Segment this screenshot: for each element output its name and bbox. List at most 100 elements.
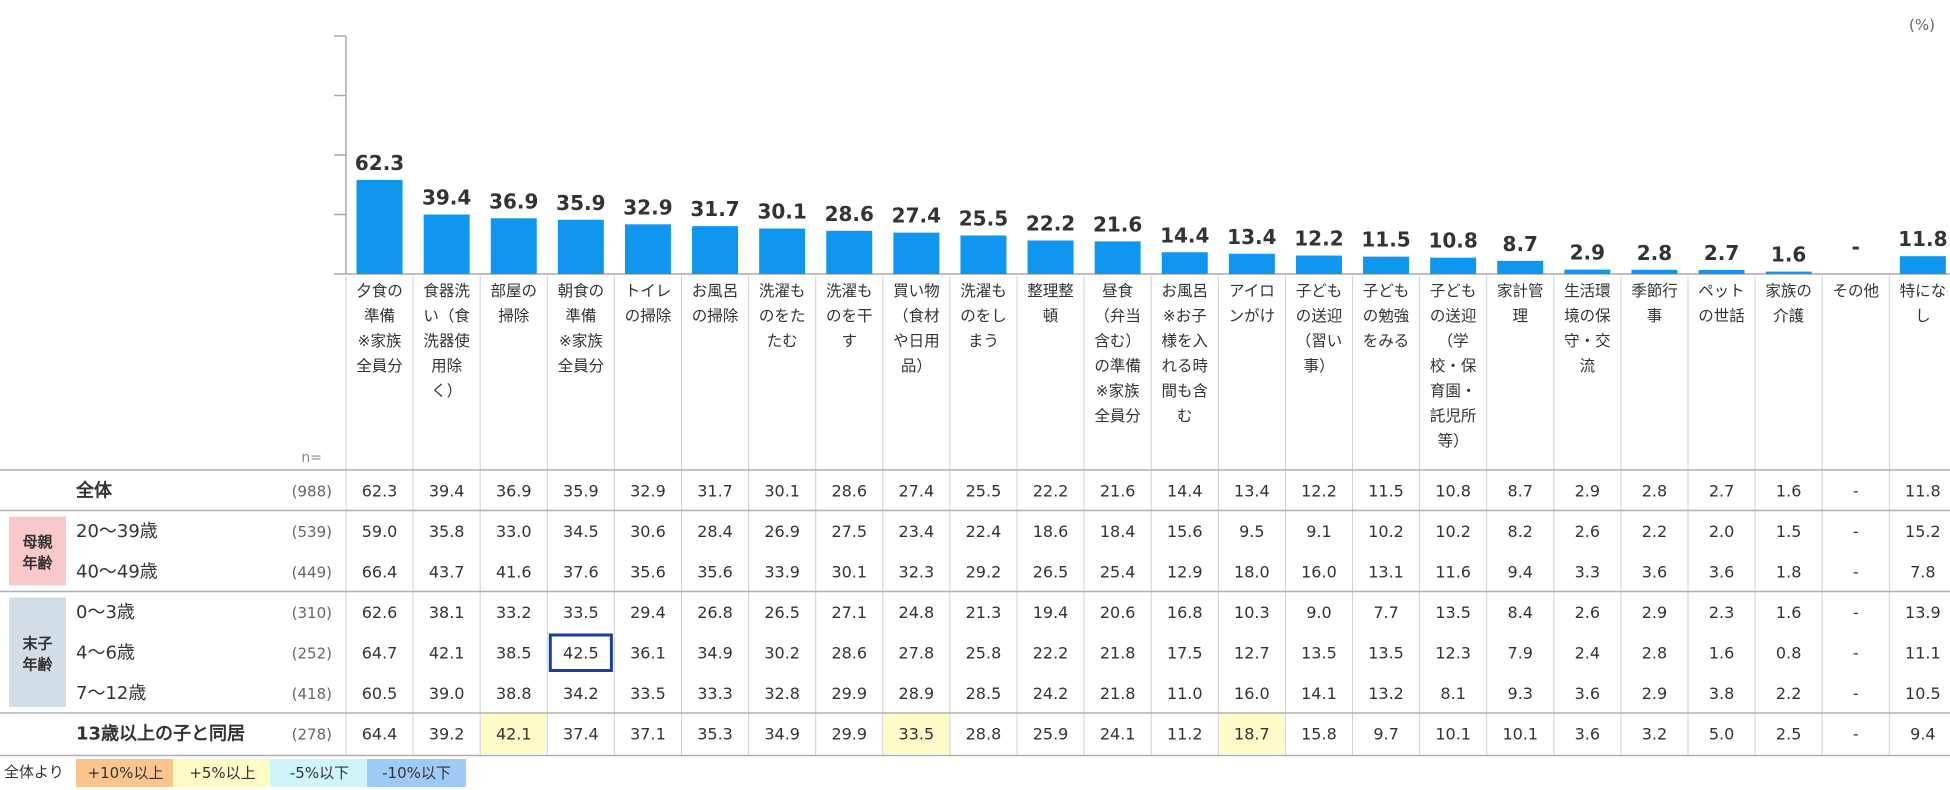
table-cell: 9.7 bbox=[1373, 724, 1398, 743]
table-cell: 21.8 bbox=[1100, 684, 1136, 703]
bar bbox=[1631, 269, 1678, 274]
bar bbox=[692, 226, 739, 274]
legend-label: +10%以上 bbox=[88, 764, 164, 782]
table-cell: 32.8 bbox=[764, 684, 800, 703]
table-cell: 17.5 bbox=[1167, 643, 1203, 662]
bar bbox=[624, 224, 671, 274]
table-cell: 3.6 bbox=[1642, 562, 1667, 581]
n-header: n= bbox=[301, 450, 322, 466]
bar bbox=[1094, 241, 1141, 274]
table-cell: 5.0 bbox=[1709, 724, 1734, 743]
bar bbox=[759, 228, 806, 274]
category-label: 買い物（食材や日用品） bbox=[893, 282, 940, 375]
category-label: 洗濯ものをしまう bbox=[960, 282, 1007, 350]
table-cell: 9.4 bbox=[1910, 724, 1935, 743]
table-cell: 26.9 bbox=[764, 522, 800, 541]
table-cell: 9.5 bbox=[1239, 522, 1264, 541]
table-cell: 2.5 bbox=[1776, 724, 1801, 743]
highlight-cell bbox=[481, 714, 547, 754]
table-cell: 11.0 bbox=[1167, 684, 1203, 703]
legend-swatch bbox=[173, 759, 272, 787]
category-label: 部屋の掃除 bbox=[490, 282, 537, 325]
table-cell: 28.9 bbox=[899, 684, 935, 703]
table-cell: 2.4 bbox=[1575, 643, 1600, 662]
table-cell: 38.8 bbox=[496, 684, 532, 703]
table-cell: 10.5 bbox=[1905, 684, 1941, 703]
table-cell: 2.8 bbox=[1642, 643, 1667, 662]
table-cell: 21.8 bbox=[1100, 643, 1136, 662]
table-cell: 29.9 bbox=[831, 684, 867, 703]
bar bbox=[423, 214, 470, 274]
legend: 全体より +10%以上 +5%以上 -5%以下 -10%以下 bbox=[4, 759, 466, 787]
table-cell: 30.1 bbox=[831, 562, 867, 581]
category-label: 家計管理 bbox=[1497, 282, 1544, 325]
cell-highlights bbox=[481, 633, 1285, 754]
y-axis bbox=[334, 35, 1950, 275]
table-cell: 30.1 bbox=[764, 481, 800, 500]
row-n: (278) bbox=[292, 725, 332, 743]
table-cell: - bbox=[1853, 562, 1859, 581]
bar-value-label: 35.9 bbox=[556, 191, 605, 215]
bar-value-label: 12.2 bbox=[1294, 227, 1343, 251]
row-label: 20〜39歳 bbox=[76, 521, 158, 542]
bar bbox=[1295, 255, 1342, 274]
table-cell: 28.8 bbox=[966, 724, 1002, 743]
bar bbox=[1765, 271, 1812, 274]
table-cell: - bbox=[1853, 481, 1859, 500]
table-cell: 43.7 bbox=[429, 562, 465, 581]
bar bbox=[1430, 257, 1477, 274]
table-cell: 34.2 bbox=[563, 684, 599, 703]
category-label: 朝食の準備※家族全員分 bbox=[558, 282, 605, 375]
table-cell: 36.1 bbox=[630, 643, 666, 662]
table-cell: - bbox=[1853, 522, 1859, 541]
table-cell: 22.2 bbox=[1033, 643, 1069, 662]
table-cell: 18.0 bbox=[1234, 562, 1270, 581]
table-cell: 9.3 bbox=[1508, 684, 1533, 703]
table-cell: 37.4 bbox=[563, 724, 599, 743]
row-label: 全体 bbox=[75, 479, 113, 501]
table-cell: 34.9 bbox=[697, 643, 733, 662]
table-cell: 2.9 bbox=[1575, 481, 1600, 500]
table-cell: 32.9 bbox=[630, 481, 666, 500]
bar-value-label: 2.7 bbox=[1704, 241, 1739, 265]
table-cell: 3.6 bbox=[1575, 684, 1600, 703]
table-cell: 2.2 bbox=[1776, 684, 1801, 703]
table-cell: 28.6 bbox=[831, 643, 867, 662]
table-cell: 11.5 bbox=[1368, 481, 1404, 500]
category-label: 子どもの送迎（習い事） bbox=[1296, 282, 1343, 375]
table-cell: 8.4 bbox=[1508, 603, 1533, 622]
table-cell: 2.3 bbox=[1709, 603, 1734, 622]
table-cell: 0.8 bbox=[1776, 643, 1801, 662]
table-grid bbox=[0, 276, 1950, 757]
table-cell: 2.2 bbox=[1642, 522, 1667, 541]
table-cell: 35.6 bbox=[630, 562, 666, 581]
table-cell: 18.7 bbox=[1234, 724, 1270, 743]
table-cell: 3.6 bbox=[1709, 562, 1734, 581]
category-label: 家族の介護 bbox=[1765, 282, 1812, 325]
table-rows: 全体 (988) 62.3 39.4 36.9 35.9 32.9 31.7 30.1 28.6 2… bbox=[75, 479, 1941, 744]
table-cell: 29.4 bbox=[630, 603, 666, 622]
table-cell: 3.2 bbox=[1642, 724, 1667, 743]
table-cell: 12.7 bbox=[1234, 643, 1270, 662]
legend-swatch bbox=[270, 759, 369, 787]
table-cell: 26.8 bbox=[697, 603, 733, 622]
table-cell: 41.6 bbox=[496, 562, 532, 581]
legend-swatch bbox=[76, 759, 175, 787]
table-cell: 26.5 bbox=[1033, 562, 1069, 581]
bar bbox=[1564, 269, 1611, 274]
table-cell: 66.4 bbox=[362, 562, 398, 581]
row-label: 0〜3歳 bbox=[76, 602, 135, 623]
row-n: (449) bbox=[292, 563, 332, 581]
table-cell: 13.9 bbox=[1905, 603, 1941, 622]
table-cell: 60.5 bbox=[362, 684, 398, 703]
table-cell: 11.1 bbox=[1905, 643, 1941, 662]
category-label: 子どもの勉強をみる bbox=[1363, 282, 1410, 350]
category-label: ペットの世話 bbox=[1698, 282, 1745, 325]
bar-value-labels: 62.3 39.4 36.9 35.9 32.9 31.7 30.1 28.6 27.4 25.5… bbox=[355, 151, 1948, 267]
table-cell: 39.2 bbox=[429, 724, 465, 743]
table-cell: 13.5 bbox=[1368, 643, 1404, 662]
bar bbox=[356, 179, 403, 274]
table-cell: 21.3 bbox=[966, 603, 1002, 622]
table-cell: 24.1 bbox=[1100, 724, 1136, 743]
row-n: (988) bbox=[292, 482, 332, 500]
